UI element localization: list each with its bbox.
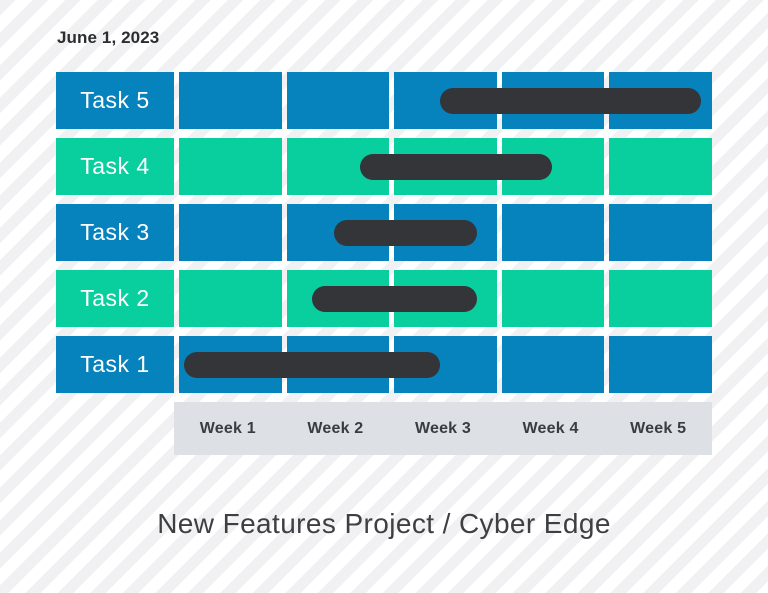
week-cell [609, 270, 712, 327]
task-label: Task 4 [56, 138, 174, 195]
week-cell [501, 336, 605, 393]
week-label: Week 4 [522, 419, 579, 437]
task-track [179, 270, 712, 327]
week-cell [501, 270, 605, 327]
week-cell [501, 204, 605, 261]
task-label: Task 2 [56, 270, 174, 327]
week-axis: Week 1 Week 2 Week 3 Week 4 Week 5 [174, 402, 712, 455]
gantt-row: Task 4 [56, 138, 712, 195]
week-cell [179, 270, 282, 327]
week-cell [609, 204, 712, 261]
task-bar [333, 219, 478, 246]
week-cell [609, 336, 712, 393]
chart-title: New Features Project / Cyber Edge [157, 508, 611, 539]
task-label: Task 1 [56, 336, 174, 393]
week-cell [179, 138, 282, 195]
week-label: Week 2 [307, 419, 364, 437]
week-cell [286, 72, 390, 129]
task-bar [360, 153, 553, 180]
gantt-chart: Task 5 Task 4 Task 3 Task 2 Task 1 Week 1 Wee… [56, 72, 712, 455]
gantt-row: Task 1 [56, 336, 712, 393]
task-track [179, 138, 712, 195]
week-cell [179, 72, 282, 129]
gantt-rows: Task 5 Task 4 Task 3 Task 2 Task 1 [56, 72, 712, 393]
task-track [179, 336, 712, 393]
week-label: Week 1 [199, 419, 256, 437]
gantt-row: Task 2 [56, 270, 712, 327]
date-label: June 1, 2023 [57, 28, 160, 47]
task-track [179, 72, 712, 129]
task-bar [184, 351, 441, 378]
week-label: Week 5 [630, 419, 687, 437]
week-cell [609, 138, 712, 195]
task-bar [312, 285, 478, 312]
task-bar [440, 87, 702, 114]
task-track [179, 204, 712, 261]
gantt-row: Task 5 [56, 72, 712, 129]
task-label: Task 3 [56, 204, 174, 261]
week-cell [179, 204, 282, 261]
task-label: Task 5 [56, 72, 174, 129]
gantt-row: Task 3 [56, 204, 712, 261]
week-label: Week 3 [414, 419, 472, 437]
